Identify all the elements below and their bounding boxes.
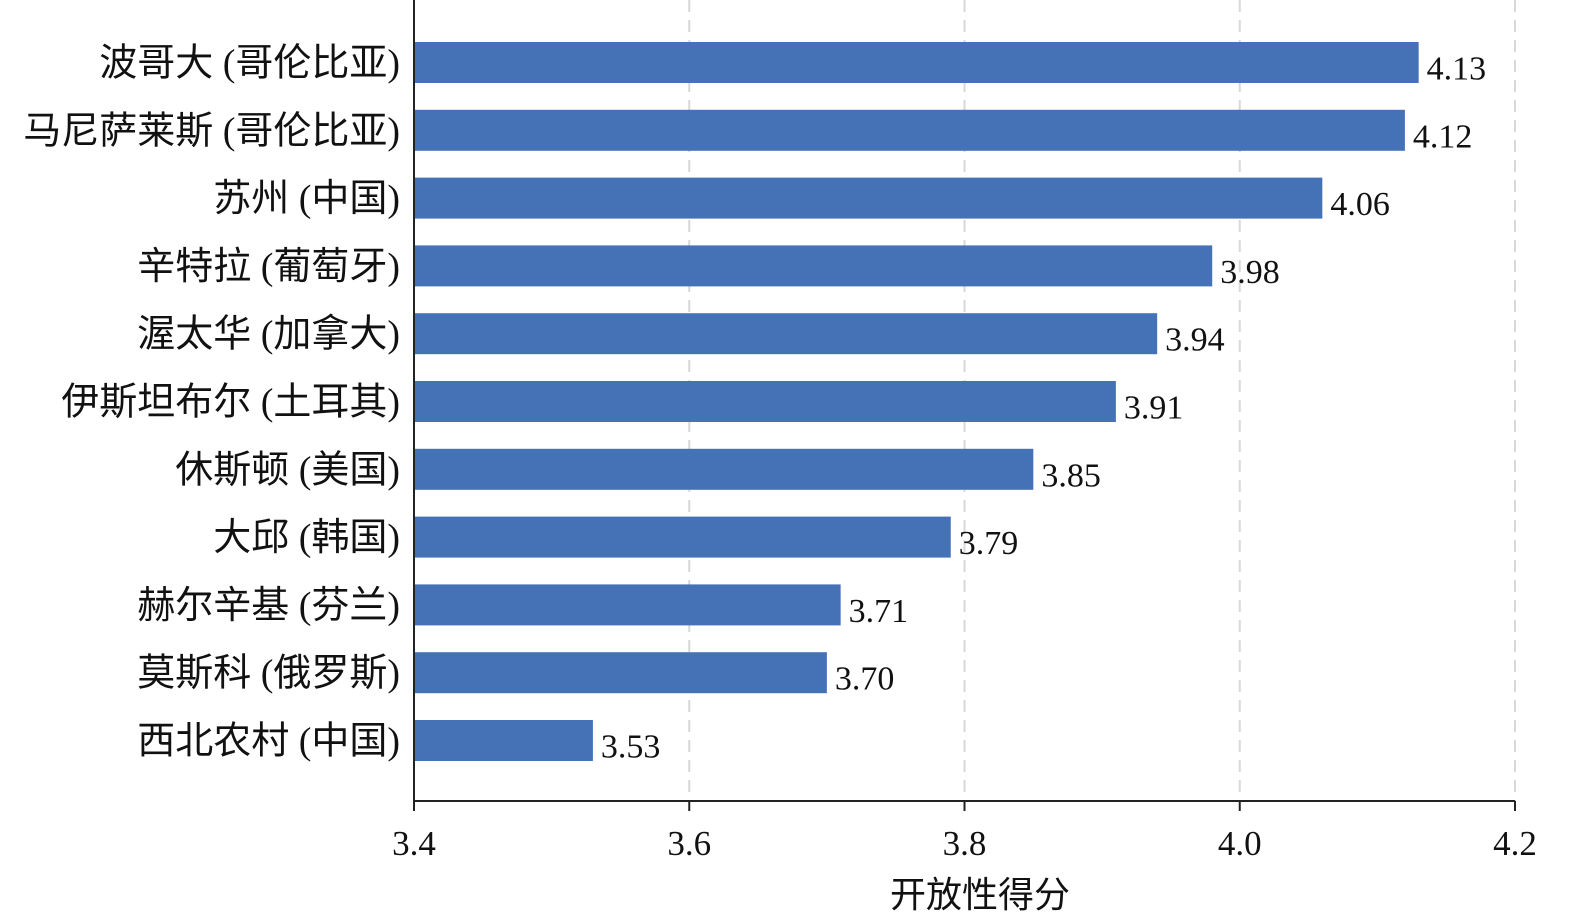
category-label: 莫斯科 (俄罗斯): [137, 653, 400, 695]
category-label: 波哥大 (哥伦比亚): [99, 43, 400, 85]
value-label: 4.13: [1427, 51, 1487, 88]
category-label: 西北农村 (中国): [137, 721, 400, 763]
value-label: 3.94: [1165, 322, 1225, 359]
category-label: 休斯顿 (美国): [175, 449, 400, 491]
bar: [414, 177, 1323, 219]
value-labels: 4.13 4.12 4.06 3.98 3.94 3.91 3.85 3.79 3.71 3.70…: [601, 51, 1486, 766]
x-tick-label: 3.8: [943, 824, 987, 863]
bar: [414, 313, 1158, 355]
bar: [414, 652, 827, 694]
value-label: 3.53: [601, 729, 661, 766]
category-label: 大邱 (韩国): [213, 517, 400, 559]
bar: [414, 448, 1034, 490]
value-label: 3.98: [1220, 254, 1280, 291]
value-label: 4.12: [1413, 118, 1473, 155]
value-label: 3.91: [1124, 390, 1184, 427]
bar: [414, 109, 1405, 151]
value-label: 3.85: [1041, 457, 1101, 494]
bar: [414, 245, 1213, 287]
value-label: 3.70: [835, 661, 895, 698]
bar: [414, 42, 1419, 83]
category-label: 赫尔辛基 (芬兰): [137, 585, 400, 627]
bar: [414, 381, 1116, 422]
x-tick-label: 3.4: [392, 824, 436, 863]
x-tick-label: 4.0: [1218, 824, 1262, 863]
bars: [414, 42, 1419, 761]
value-label: 3.79: [959, 525, 1019, 562]
value-label: 4.06: [1330, 186, 1390, 223]
category-label: 伊斯坦布尔 (土耳其): [61, 382, 400, 424]
category-labels: 波哥大 (哥伦比亚) 马尼萨莱斯 (哥伦比亚) 苏州 (中国) 辛特拉 (葡萄牙) 渥太…: [23, 43, 400, 763]
category-label: 辛特拉 (葡萄牙): [137, 246, 400, 288]
category-label: 苏州 (中国): [213, 178, 400, 220]
bar: [414, 584, 841, 626]
bar: [414, 516, 951, 558]
category-label: 渥太华 (加拿大): [137, 314, 400, 356]
category-label: 马尼萨莱斯 (哥伦比亚): [23, 110, 400, 152]
x-tick-label: 4.2: [1493, 824, 1537, 863]
value-label: 3.71: [849, 593, 909, 630]
x-axis-title: 开放性得分: [890, 875, 1070, 915]
bar: [414, 720, 593, 761]
axes: 3.4 3.6 3.8 4.0 4.2: [392, 0, 1537, 863]
x-tick-label: 3.6: [667, 824, 711, 863]
